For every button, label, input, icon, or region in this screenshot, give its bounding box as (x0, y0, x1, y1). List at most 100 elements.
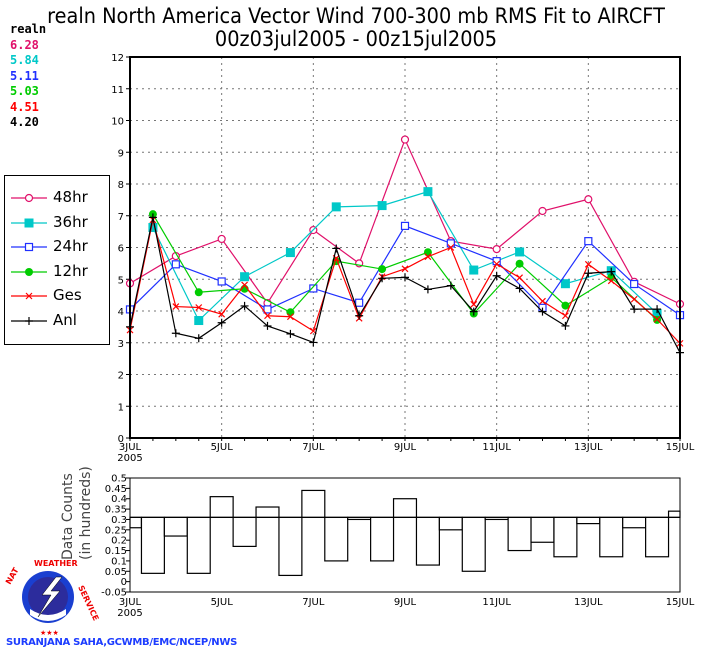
legend-label: Ges (53, 286, 82, 304)
count-bar (301, 489, 326, 518)
y-tick-label: 5 (118, 275, 124, 286)
legend-item-Ges: Ges (5, 284, 109, 308)
stat-value: 5.84 (10, 53, 39, 67)
legend-marker (25, 267, 33, 276)
data-point-24hr (263, 305, 272, 314)
legend-label: 48hr (53, 188, 88, 206)
y-tick-label: 1 (118, 402, 124, 413)
chart-title: realn North America Vector Wind 700-300 … (47, 4, 665, 28)
x-tick-label: 9JUL (394, 597, 417, 608)
x-tick-label: 13JUL (574, 442, 603, 453)
legend-label: 36hr (53, 212, 88, 231)
data-point-Anl (148, 213, 157, 222)
data-point-48hr (538, 206, 547, 216)
y-tick-label: 7 (118, 212, 124, 223)
count-bar (438, 516, 463, 531)
legend-swatch (11, 193, 47, 203)
data-point-Ges (493, 260, 501, 268)
series-Ges (126, 216, 684, 347)
data-point-48hr (217, 234, 226, 244)
data-point-12hr (378, 265, 387, 274)
y-tick-label: 0.15 (105, 546, 127, 557)
data-point-Anl (561, 321, 570, 330)
data-point-24hr (171, 260, 180, 269)
x-tick-label: 15JUL (666, 597, 695, 608)
nws-logo: NAT WEATHER SERVICE ★★★ (4, 559, 100, 637)
count-bar (622, 516, 647, 529)
series-line-36hr (152, 190, 658, 322)
data-point-Ges (470, 300, 478, 308)
count-bar (186, 516, 211, 574)
stat-value: 4.20 (10, 115, 39, 129)
data-point-Anl (446, 281, 455, 290)
data-point-Anl (630, 305, 639, 314)
data-point-12hr (515, 259, 524, 268)
data-point-Anl (286, 329, 295, 338)
stat-value: 5.11 (10, 68, 39, 83)
y-tick-label: 2 (118, 371, 124, 382)
data-point-36hr (652, 309, 662, 319)
x-tick-label: 5JUL (211, 442, 234, 453)
legend-item-Anl: Anl (5, 309, 109, 333)
y-tick-label: 0 (121, 577, 127, 588)
data-point-Ges (172, 303, 180, 310)
data-point-Anl (378, 274, 387, 283)
count-bar (370, 516, 395, 562)
stats-header: realn (10, 22, 47, 36)
data-point-Anl (171, 329, 180, 338)
count-bar (324, 516, 349, 562)
data-point-Ges (241, 281, 249, 289)
data-point-Ges (195, 304, 203, 311)
data-point-Anl (309, 338, 318, 347)
data-point-Ges (653, 315, 661, 323)
data-point-Ges (447, 244, 455, 251)
count-bar (415, 516, 440, 566)
data-point-Anl (469, 307, 478, 316)
data-point-36hr (423, 187, 433, 197)
data-point-Anl (515, 284, 524, 293)
data-point-Anl (423, 285, 432, 294)
legend-item-36hr: 36hr (5, 211, 109, 235)
count-bar (163, 516, 188, 537)
data-point-Ges (630, 295, 638, 303)
data-point-24hr (400, 221, 410, 231)
stat-value: 5.03 (10, 84, 39, 98)
x-tick-label: 5JUL (211, 597, 234, 608)
data-point-Ges (584, 260, 592, 268)
data-point-36hr (240, 272, 250, 282)
data-point-Ges (424, 253, 432, 261)
data-point-24hr (630, 279, 639, 289)
data-point-12hr (561, 301, 570, 310)
y-tick-label: 0.4 (111, 494, 127, 505)
x-tick-label: 3JUL (119, 597, 142, 608)
y-tick-label: 0.45 (105, 484, 127, 495)
data-point-36hr (285, 248, 295, 258)
data-point-36hr (194, 316, 204, 326)
y-tick-label: 0.5 (111, 474, 127, 485)
count-bar (392, 498, 418, 518)
data-point-48hr (400, 135, 410, 144)
data-point-Anl (263, 321, 272, 330)
data-point-48hr (584, 195, 593, 204)
plot-frame (129, 56, 681, 439)
legend-label: Anl (53, 310, 77, 329)
data-point-36hr (148, 222, 158, 232)
data-point-Ges (264, 312, 271, 320)
legend-label: 24hr (53, 237, 88, 255)
data-point-Ges (401, 265, 409, 273)
chart-subtitle: 00z03jul2005 - 00z15jul2005 (214, 27, 498, 51)
data-point-36hr (560, 279, 570, 289)
y-tick-label: 0.3 (111, 515, 127, 526)
data-point-Anl (653, 305, 662, 314)
x-tick-label: 3JUL (119, 442, 142, 453)
data-point-Ges (539, 297, 546, 305)
x-tick-label: 13JUL (574, 597, 603, 608)
x-tick-label: 11JUL (482, 597, 511, 608)
data-point-Anl (240, 301, 249, 310)
count-bar (645, 516, 670, 558)
data-point-36hr (469, 265, 479, 275)
x-year-label: 2005 (117, 608, 142, 619)
series-48hr (125, 135, 685, 309)
